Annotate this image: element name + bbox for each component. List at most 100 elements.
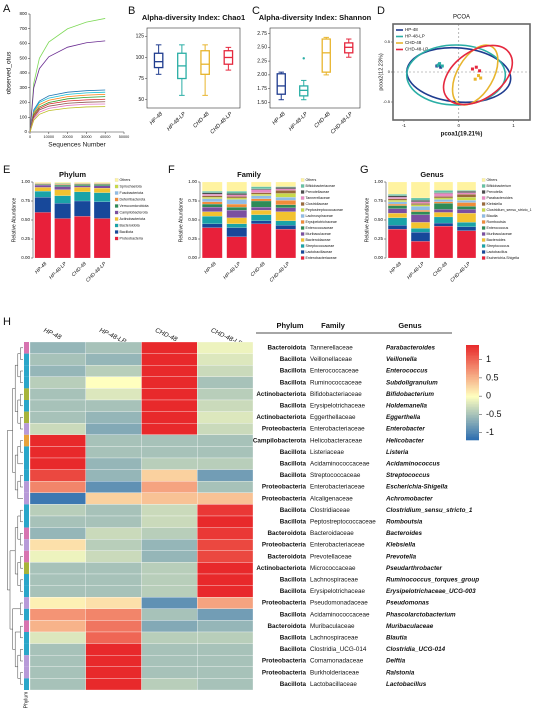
bar-segment bbox=[387, 203, 408, 206]
bar-segment bbox=[433, 190, 454, 193]
bar-segment bbox=[226, 223, 247, 228]
heatmap-cell bbox=[29, 481, 86, 493]
panel-label: H bbox=[3, 316, 11, 328]
plot-frame bbox=[146, 27, 241, 109]
heatmap-cell bbox=[85, 527, 142, 540]
bar-segment bbox=[275, 225, 296, 230]
heatmap-cell bbox=[197, 585, 254, 598]
heatmap-cell bbox=[197, 365, 254, 377]
x-tick-label: HP-48-LP bbox=[406, 261, 426, 281]
y-tick-label: 400 bbox=[19, 70, 27, 75]
genus-label: Bacteroides bbox=[386, 530, 423, 537]
colorbar-slice bbox=[466, 381, 479, 384]
legend-swatch bbox=[114, 230, 119, 234]
bar-segment bbox=[387, 229, 408, 259]
phylum-label: Bacillota bbox=[280, 356, 307, 363]
y-axis-label: Relative Abundance bbox=[364, 198, 370, 243]
colorbar-slice bbox=[466, 409, 479, 412]
bar-segment bbox=[433, 212, 454, 218]
bar-segment bbox=[74, 183, 91, 185]
heatmap-cell bbox=[85, 573, 142, 586]
x-tick-label: CHD-48-LP bbox=[269, 261, 292, 284]
rarefaction-curve bbox=[29, 40, 106, 133]
bar-segment bbox=[202, 198, 223, 202]
legend-swatch bbox=[481, 202, 486, 206]
family-label: Helicobacteraceae bbox=[310, 437, 363, 444]
x-tick-label: CHD-48-LP bbox=[449, 261, 472, 284]
plot-frame bbox=[269, 27, 361, 109]
heatmap-cell bbox=[85, 353, 142, 366]
phylum-label: Proteobacteria bbox=[262, 484, 307, 491]
phylum-strip bbox=[24, 666, 29, 679]
phylum-label: Actinobacteriota bbox=[256, 414, 306, 421]
legend-label: Lachnospiraceae bbox=[306, 214, 333, 218]
heatmap-cell bbox=[85, 492, 142, 505]
heatmap-cell bbox=[29, 388, 86, 401]
phylum-strip bbox=[24, 550, 29, 563]
box bbox=[200, 50, 210, 75]
legend-swatch bbox=[114, 217, 119, 221]
rarefaction-curve bbox=[29, 103, 106, 133]
heatmap-cell bbox=[141, 597, 198, 609]
plot-frame bbox=[392, 23, 531, 121]
bar-segment bbox=[54, 181, 71, 183]
legend-label: Blautia bbox=[487, 214, 498, 218]
legend-swatch bbox=[300, 244, 305, 248]
dendrogram-branch bbox=[17, 562, 21, 586]
bar-segment bbox=[34, 184, 52, 186]
x-tick-label: CHD-48 bbox=[71, 261, 88, 278]
phylum-strip bbox=[24, 655, 29, 667]
x-tick-label: 30000 bbox=[81, 135, 92, 139]
genus-label: Ruminococcus_torques_group bbox=[386, 576, 479, 583]
bar-segment bbox=[226, 227, 247, 237]
y-tick-label: 0.75 bbox=[374, 198, 383, 203]
colorbar-slice bbox=[466, 432, 479, 434]
bar-segment bbox=[456, 209, 477, 214]
family-label: Muribaculaceae bbox=[310, 623, 355, 630]
heatmap-cell bbox=[85, 620, 142, 633]
heatmap-cell bbox=[85, 411, 142, 424]
panel-label: E bbox=[3, 164, 10, 176]
heatmap-cell bbox=[29, 469, 86, 482]
bar-segment bbox=[226, 210, 247, 218]
y-tick-label: 0.50 bbox=[374, 217, 383, 222]
genus-label: Romboutsia bbox=[386, 518, 423, 525]
genus-label: Clostridia_UCG-014 bbox=[386, 646, 446, 653]
legend-swatch bbox=[114, 236, 119, 241]
colorbar-slice bbox=[466, 411, 479, 414]
heatmap-cell bbox=[197, 341, 254, 354]
phylum-label: Bacillota bbox=[280, 402, 307, 409]
y-tick-label: 500 bbox=[19, 55, 27, 60]
legend-swatch bbox=[481, 208, 486, 212]
family-label: Comamonadaceae bbox=[310, 658, 364, 665]
bar-segment bbox=[54, 195, 71, 204]
legend-swatch bbox=[300, 220, 305, 224]
phylum-strip bbox=[24, 376, 29, 389]
phylum-label: Bacteroidota bbox=[268, 530, 307, 537]
bar-segment bbox=[410, 206, 431, 211]
heatmap-cell bbox=[85, 481, 142, 493]
colorbar-slice bbox=[466, 378, 479, 381]
genus-label: Enterobacter bbox=[386, 426, 425, 433]
phylum-strip bbox=[24, 353, 29, 366]
heatmap-cell bbox=[197, 388, 254, 401]
heatmap-cell bbox=[197, 655, 254, 667]
colorbar-slice bbox=[466, 357, 479, 360]
heatmap-cell bbox=[29, 550, 86, 563]
rarefaction-curve bbox=[29, 93, 106, 133]
legend-label: Lactobacillaceae bbox=[306, 250, 333, 254]
legend-label: CHD-48 bbox=[405, 40, 422, 45]
heatmap-cell bbox=[197, 504, 254, 517]
x-tick-label: CHD-48 bbox=[192, 111, 211, 130]
bar-segment bbox=[93, 192, 111, 202]
legend-label: HP-48-LP bbox=[405, 34, 425, 39]
bar-segment bbox=[387, 205, 408, 209]
y-tick-label: 0.00 bbox=[21, 255, 30, 260]
heatmap-cell bbox=[141, 631, 198, 644]
heatmap-cell bbox=[29, 353, 86, 366]
bar-segment bbox=[251, 207, 272, 211]
genus-label: Ralstonia bbox=[386, 669, 415, 676]
y-tick-label: 2.25 bbox=[257, 58, 267, 64]
bar-segment bbox=[275, 186, 296, 188]
bar-segment bbox=[456, 200, 477, 203]
